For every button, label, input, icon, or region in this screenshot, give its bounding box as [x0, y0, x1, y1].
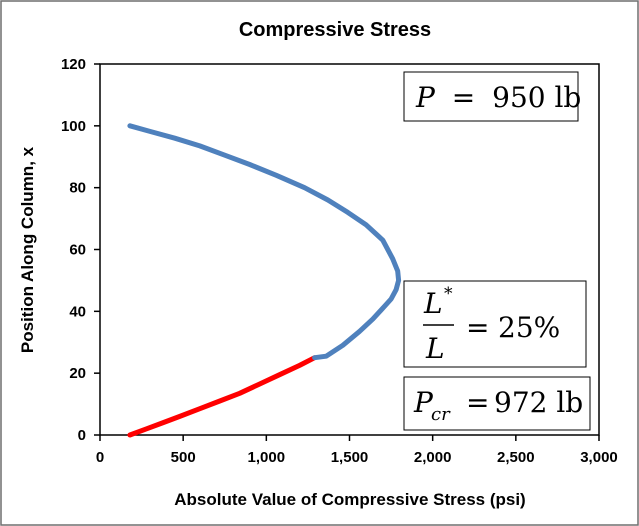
- critical-value: 972 lb: [494, 386, 583, 419]
- chart-title: Compressive Stress: [239, 19, 431, 41]
- critical-symbol: P: [413, 386, 434, 419]
- y-axis-ticks: 0 20 40 60 80 100 120: [61, 56, 100, 444]
- ratio-equals: =: [466, 311, 489, 344]
- y-tick-label: 20: [69, 365, 86, 382]
- y-tick-label: 40: [69, 303, 86, 320]
- critical-subscript: cr: [431, 404, 451, 425]
- series-layer: [127, 123, 402, 438]
- x-tick-label: 0: [96, 449, 104, 466]
- critical-load-annotation: P cr = 972 lb: [403, 376, 591, 431]
- x-axis-ticks: 0 500 1,000 1,500 2,000 2,500 3,000: [96, 435, 618, 466]
- y-tick-label: 120: [61, 56, 86, 73]
- y-tick-label: 100: [61, 118, 86, 135]
- load-symbol: P: [415, 81, 436, 114]
- length-ratio-annotation: L * L = 25%: [403, 280, 587, 368]
- length-ratio-annotation-box: [403, 280, 587, 368]
- y-tick-label: 60: [69, 242, 86, 259]
- ratio-star: *: [444, 284, 453, 304]
- critical-load-annotation-box: [403, 376, 591, 431]
- load-value: 950 lb: [492, 81, 581, 114]
- load-annotation-box: [403, 71, 579, 122]
- x-tick-label: 2,000: [414, 449, 452, 466]
- y-tick-label: 80: [69, 180, 86, 197]
- x-tick-label: 3,000: [580, 449, 618, 466]
- load-annotation: P = 950 lb: [403, 71, 581, 122]
- x-tick-label: 2,500: [497, 449, 535, 466]
- plot-area: [99, 63, 600, 436]
- ratio-denominator: L: [425, 332, 445, 365]
- ratio-numerator: L: [423, 287, 443, 320]
- x-tick-label: 1,500: [331, 449, 369, 466]
- x-axis-title: Absolute Value of Compressive Stress (ps…: [174, 490, 525, 509]
- y-tick-label: 0: [78, 427, 86, 444]
- x-tick-label: 500: [171, 449, 196, 466]
- series-line-upper: [127, 123, 402, 361]
- critical-equals: =: [466, 386, 489, 419]
- y-axis-title: Position Along Column, x: [18, 146, 37, 353]
- ratio-value: 25%: [498, 311, 560, 344]
- load-annotation-text: P = 950 lb: [415, 81, 581, 114]
- x-tick-label: 1,000: [248, 449, 286, 466]
- load-equals: =: [452, 81, 475, 114]
- series-line-lower: [127, 355, 318, 438]
